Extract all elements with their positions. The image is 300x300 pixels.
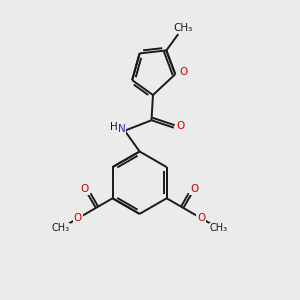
Text: CH₃: CH₃ [52, 223, 70, 233]
Text: O: O [81, 184, 89, 194]
Text: O: O [197, 213, 206, 224]
Text: O: O [176, 121, 184, 131]
Text: N: N [118, 124, 126, 134]
Text: CH₃: CH₃ [173, 22, 192, 32]
Text: CH₃: CH₃ [210, 223, 228, 233]
Text: H: H [110, 122, 117, 132]
Text: O: O [179, 67, 188, 77]
Text: O: O [190, 184, 199, 194]
Text: O: O [74, 213, 82, 224]
